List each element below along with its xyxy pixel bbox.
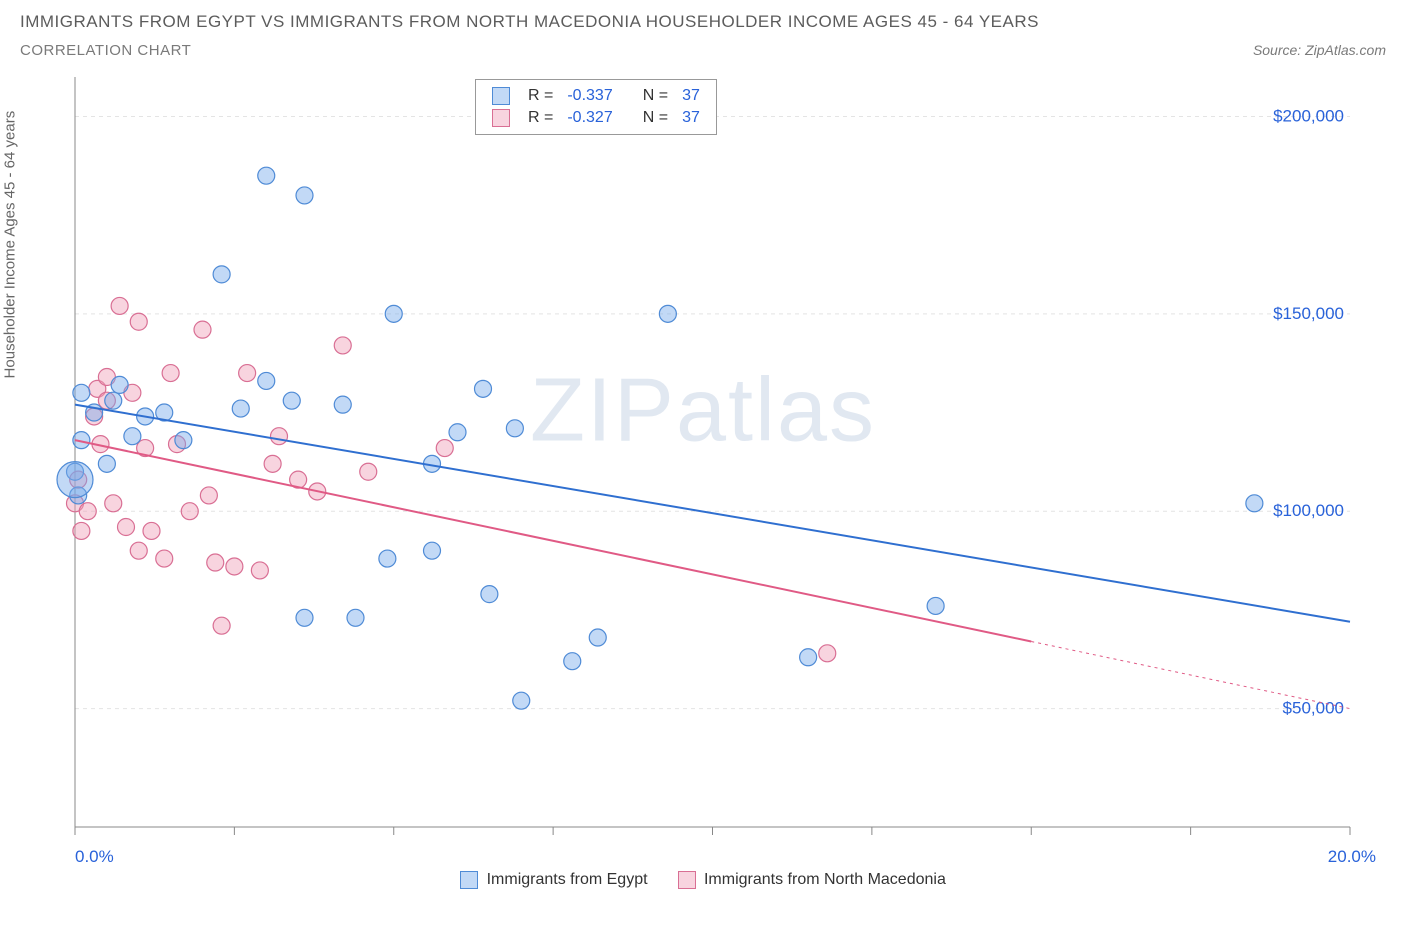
subtitle-row: CORRELATION CHART Source: ZipAtlas.com (20, 42, 1386, 59)
x-axis-end-labels: 0.0% 20.0% (20, 847, 1386, 867)
page-title: IMMIGRANTS FROM EGYPT VS IMMIGRANTS FROM… (20, 12, 1386, 32)
legend-table: R = -0.337N = 37R = -0.327N = 37 (484, 84, 708, 130)
plot-svg: $50,000 $100,000 $150,000 $200,000 (20, 67, 1386, 887)
scatter-chart: Householder Income Ages 45 - 64 years ZI… (20, 67, 1386, 887)
chart-subtitle: CORRELATION CHART (20, 42, 191, 59)
legend-item: Immigrants from North Macedonia (678, 871, 946, 889)
svg-text:$150,000: $150,000 (1273, 304, 1344, 323)
y-axis-label: Householder Income Ages 45 - 64 years (2, 111, 19, 379)
series-legend: Immigrants from Egypt Immigrants from No… (20, 871, 1386, 889)
x-tick-right: 20.0% (1328, 847, 1376, 867)
x-tick-left: 0.0% (75, 847, 114, 867)
source-name: ZipAtlas.com (1305, 42, 1386, 58)
svg-text:$200,000: $200,000 (1273, 106, 1344, 125)
svg-text:$100,000: $100,000 (1273, 501, 1344, 520)
correlation-legend: R = -0.337N = 37R = -0.327N = 37 (475, 79, 717, 135)
legend-item: Immigrants from Egypt (460, 871, 647, 889)
source-prefix: Source: (1253, 42, 1305, 58)
svg-text:$50,000: $50,000 (1283, 699, 1344, 718)
source-credit: Source: ZipAtlas.com (1253, 42, 1386, 58)
